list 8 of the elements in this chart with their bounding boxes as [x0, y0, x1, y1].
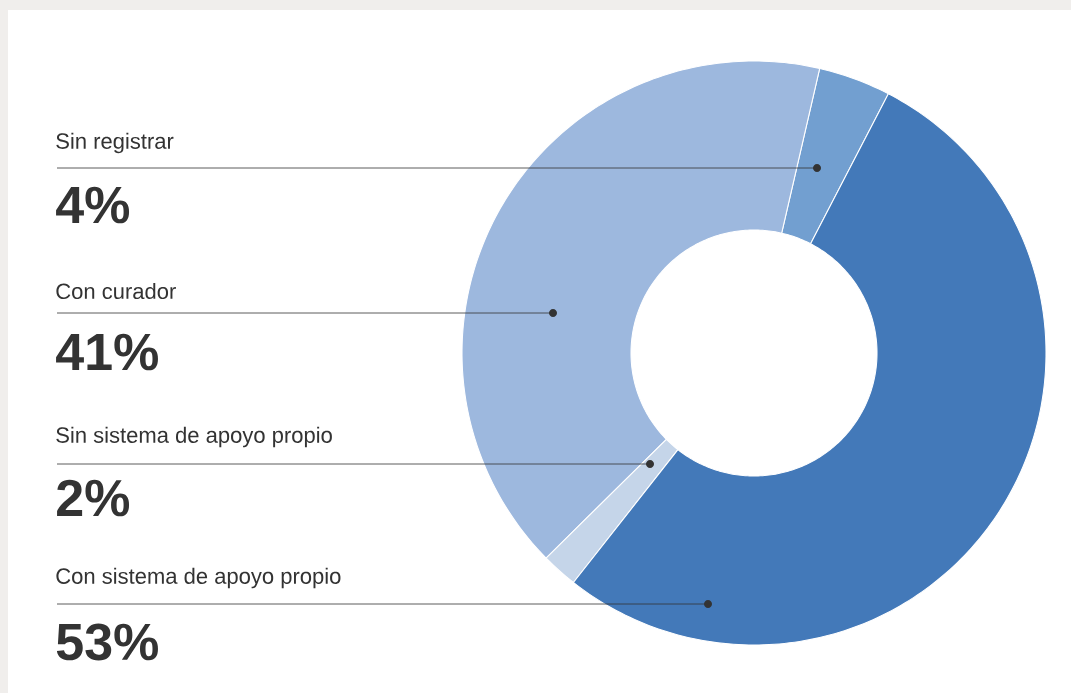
slice-label: Con curador: [56, 282, 176, 300]
slice-label: Con sistema de apoyo propio: [56, 567, 341, 589]
data-label: 2%: [57, 479, 130, 517]
slice-label: Sin registrar: [56, 132, 174, 154]
data-label: 4%: [56, 186, 130, 224]
slice-label: Sin sistema de apoyo propio: [56, 426, 332, 448]
data-label: 53%: [56, 623, 158, 661]
data-label: 41%: [56, 333, 158, 371]
